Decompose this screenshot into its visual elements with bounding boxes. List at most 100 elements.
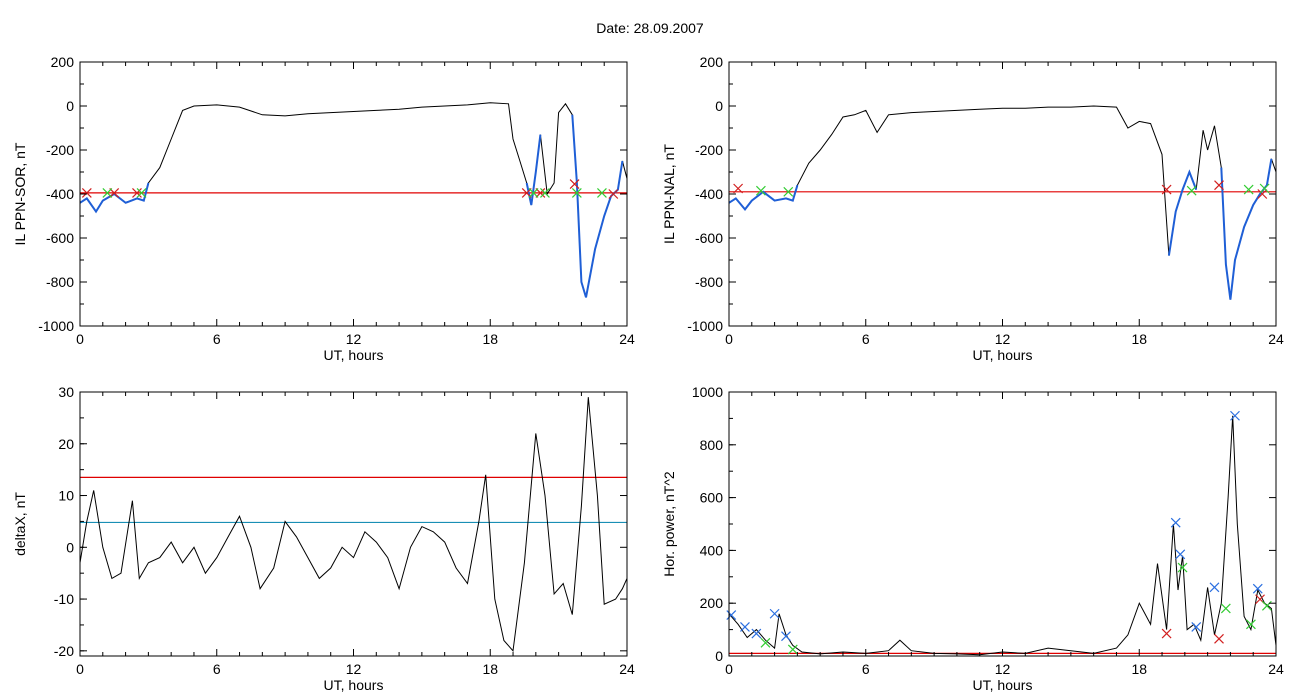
x-tick-label: 24 xyxy=(1268,661,1284,677)
marker-red xyxy=(1214,633,1224,644)
y-tick-label: -200 xyxy=(46,142,74,158)
data-trace xyxy=(79,397,628,652)
chart-panel-2: 0 6 12 18 24 200 0 -200 -400 -600 -800 -1000 UT, hou… xyxy=(661,54,1284,363)
y-tick-label: 0 xyxy=(715,98,723,114)
marker-red xyxy=(608,189,619,199)
marker-red xyxy=(569,179,580,190)
highlight-segment xyxy=(571,114,624,298)
highlight-segment xyxy=(728,184,799,211)
x-tick-label: 0 xyxy=(725,661,733,677)
x-tick-label: 18 xyxy=(1131,331,1147,347)
x-axis-label: UT, hours xyxy=(973,347,1033,363)
y-axis-label: deltaX, nT xyxy=(12,492,28,556)
x-tick-label: 6 xyxy=(213,661,221,677)
page-title: Date: 28.09.2007 xyxy=(596,20,704,36)
y-tick-label: -600 xyxy=(46,230,74,246)
x-tick-label: 6 xyxy=(213,331,221,347)
marker-green xyxy=(1220,603,1231,614)
x-tick-label: 12 xyxy=(346,661,362,677)
marker-blue xyxy=(769,608,780,619)
y-tick-label: -200 xyxy=(695,142,723,158)
y-tick-label: -800 xyxy=(695,274,723,290)
marker-green xyxy=(1261,600,1272,611)
marker-green xyxy=(528,187,539,198)
highlight-segment xyxy=(1167,169,1198,256)
x-tick-label: 6 xyxy=(862,331,870,347)
y-tick-label: -1000 xyxy=(38,318,74,334)
marker-green xyxy=(540,187,550,198)
marker-red xyxy=(1257,189,1268,199)
marker-green xyxy=(1177,562,1188,573)
marker-blue xyxy=(1170,517,1181,528)
y-tick-label: -600 xyxy=(695,230,723,246)
plot-frame xyxy=(728,61,1277,327)
x-axis-label: UT, hours xyxy=(324,347,384,363)
y-tick-label: 0 xyxy=(66,98,74,114)
x-tick-label: 24 xyxy=(1268,331,1284,347)
chart-panel-4: 0 6 12 18 24 1000 800 600 400 200 0 UT, hours Hor. p… xyxy=(661,384,1284,693)
plot-frame xyxy=(79,391,628,657)
y-axis-label: IL PPN-SOR, nT xyxy=(12,142,28,245)
y-axis-label: Hor. power, nT^2 xyxy=(661,471,677,577)
marker-blue xyxy=(751,628,762,639)
marker-green xyxy=(597,187,607,198)
y-tick-label: 20 xyxy=(58,436,74,452)
x-axis-label: UT, hours xyxy=(973,677,1033,693)
marker-green xyxy=(783,186,794,197)
marker-green xyxy=(1246,619,1256,630)
marker-blue xyxy=(1230,410,1240,421)
marker-blue xyxy=(1175,549,1186,560)
data-trace xyxy=(79,102,628,298)
x-tick-label: 0 xyxy=(725,331,733,347)
marker-red xyxy=(81,187,92,198)
y-tick-label: 10 xyxy=(58,488,74,504)
marker-red xyxy=(1214,180,1224,191)
y-tick-label: 400 xyxy=(700,542,724,558)
y-axis-label: IL PPN-NAL, nT xyxy=(661,144,677,244)
marker-red xyxy=(733,183,744,194)
marker-green xyxy=(102,187,113,198)
marker-green xyxy=(136,187,147,198)
marker-red xyxy=(132,187,142,198)
y-tick-label: -400 xyxy=(695,186,723,202)
y-tick-label: -10 xyxy=(54,591,74,607)
y-tick-label: -20 xyxy=(54,643,74,659)
data-trace xyxy=(728,415,1277,656)
marker-green xyxy=(1186,185,1197,196)
chart-panel-1: 0 6 12 18 24 200 0 -200 -400 -600 -800 -1000 UT, hou… xyxy=(12,54,635,363)
y-tick-label: -400 xyxy=(46,186,74,202)
marker-green xyxy=(1243,184,1254,195)
y-tick-label: 30 xyxy=(58,384,74,400)
marker-red xyxy=(1161,628,1172,639)
marker-green xyxy=(787,644,798,655)
marker-blue xyxy=(726,610,737,621)
plot-frame xyxy=(728,391,1277,657)
marker-green xyxy=(760,637,771,648)
chart-panel-3: 0 6 12 18 24 30 20 10 0 -10 -20 UT, hours deltaX, nT xyxy=(12,384,635,693)
x-tick-label: 18 xyxy=(482,331,498,347)
y-tick-label: 200 xyxy=(700,54,724,70)
data-trace xyxy=(728,105,1277,300)
marker-red xyxy=(1161,184,1172,195)
x-tick-label: 18 xyxy=(482,661,498,677)
marker-green xyxy=(571,187,582,198)
x-tick-label: 24 xyxy=(619,331,635,347)
x-tick-label: 12 xyxy=(995,661,1011,677)
x-tick-label: 6 xyxy=(862,661,870,677)
plot-frame xyxy=(79,61,628,327)
y-tick-label: 600 xyxy=(700,490,724,506)
marker-blue xyxy=(781,631,791,642)
x-axis-label: UT, hours xyxy=(324,677,384,693)
marker-blue xyxy=(1252,583,1263,594)
marker-blue xyxy=(740,622,750,632)
y-tick-label: 0 xyxy=(66,539,74,555)
x-tick-label: 0 xyxy=(76,661,84,677)
y-tick-label: 200 xyxy=(700,595,724,611)
x-tick-label: 24 xyxy=(619,661,635,677)
y-tick-label: 1000 xyxy=(692,384,723,400)
highlight-segment xyxy=(525,134,542,206)
y-tick-label: 200 xyxy=(51,54,75,70)
y-tick-label: -1000 xyxy=(687,318,723,334)
marker-green xyxy=(755,185,766,196)
